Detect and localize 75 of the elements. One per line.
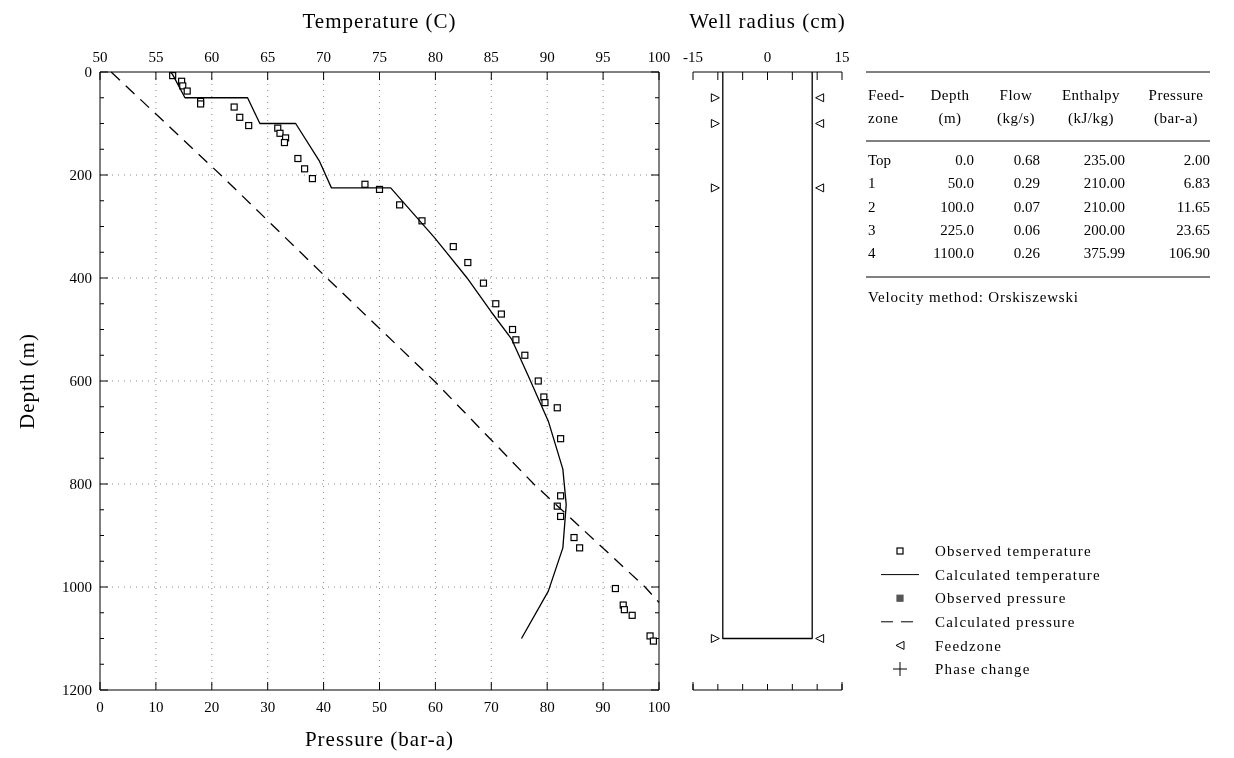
data-label: 100.0	[940, 198, 974, 215]
x2-tick-label: 65	[260, 49, 276, 65]
x-axis-title: Pressure (bar-a)	[304, 727, 455, 751]
x2-tick-label: 95	[595, 49, 611, 65]
x-tick-label: 80	[539, 699, 555, 715]
y-tick-label: 400	[69, 270, 92, 287]
x2-tick-label: 85	[483, 49, 499, 65]
x2-tick-label: 75	[372, 49, 387, 65]
legend-label: Observed temperature	[935, 543, 1092, 560]
y-axis-title: Feed- zone	[868, 87, 905, 126]
x-tick-label: Pressure (bar-a)	[1148, 87, 1204, 127]
legend-label: Observed pressure	[935, 590, 1067, 607]
data-label: 0.06	[1013, 221, 1041, 238]
data-label: 0.0	[955, 152, 974, 168]
data-label: 235.00	[1083, 152, 1125, 168]
y-tick-label: 200	[69, 167, 92, 184]
x-tick-label: 40	[316, 699, 332, 715]
data-label: 210.00	[1083, 175, 1125, 192]
data-label: 1100.0	[933, 245, 974, 262]
y-tick-label: 1	[868, 175, 876, 192]
x-tick-label: 10	[148, 699, 164, 715]
data-label: 2.00	[1183, 152, 1210, 168]
data-label: 50.0	[947, 175, 974, 192]
legend-label: Calculated temperature	[935, 566, 1101, 583]
x-tick-label: 0	[763, 49, 772, 65]
y-tick-label: 4	[868, 245, 876, 262]
x-tick-label: 15	[834, 49, 850, 65]
y-tick-label: 1000	[62, 579, 92, 596]
x-axis-title: Well radius (cm)	[689, 9, 846, 33]
data-label: 225.0	[940, 221, 974, 238]
y-tick-label: 1200	[62, 682, 92, 699]
x-tick-label: Flow (kg/s)	[997, 87, 1035, 127]
data-label: 200.00	[1083, 221, 1125, 238]
text: Velocity method: Orskiszewski	[868, 289, 1079, 305]
x-tick-label: 0	[96, 699, 104, 715]
x-tick-label: 100	[647, 699, 671, 715]
x-tick-label: 70	[483, 699, 499, 715]
data-label: 6.83	[1183, 175, 1210, 192]
point	[815, 634, 825, 643]
point	[815, 93, 825, 103]
x-tick-label: 20	[204, 699, 220, 715]
x-tick-label: 60	[427, 699, 443, 715]
x-tick-label: 30	[260, 699, 276, 715]
data-label: 210.00	[1083, 198, 1125, 215]
data-label: 11.65	[1176, 198, 1210, 215]
data-label: 0.07	[1013, 198, 1041, 215]
y-tick-label: 3	[868, 221, 876, 238]
x-tick-label: 50	[372, 699, 387, 715]
data-label: 0.68	[1013, 152, 1040, 168]
x-tick-label: -15	[683, 49, 703, 65]
x2-axis-title: Temperature (C)	[302, 9, 457, 33]
point	[815, 183, 825, 193]
x-tick-label: 90	[595, 699, 611, 715]
y-tick-label: 2	[868, 198, 876, 215]
point	[710, 93, 720, 103]
data-label: 106.90	[1168, 245, 1210, 262]
y-tick-label: 600	[69, 373, 92, 390]
legend-label: Calculated pressure	[935, 614, 1076, 631]
y-tick-label: 0	[84, 64, 92, 81]
data-label: 375.99	[1083, 245, 1125, 262]
y-tick-label: Top	[868, 152, 892, 168]
legend-label: Feedzone	[935, 637, 1003, 654]
point	[710, 183, 720, 193]
y-tick-label: 800	[69, 476, 92, 493]
x-tick-label: Enthalpy (kJ/kg)	[1061, 87, 1121, 127]
x2-tick-label: 55	[148, 49, 164, 65]
x-tick-label: Depth (m)	[930, 87, 970, 127]
legend-label: Phase change	[935, 661, 1031, 678]
data-label: 0.29	[1013, 175, 1040, 192]
point	[710, 634, 720, 643]
point	[815, 119, 825, 128]
data-label: 0.26	[1013, 245, 1041, 262]
y-axis-title: Depth (m)	[15, 333, 39, 429]
data-label: 23.65	[1176, 221, 1210, 238]
point	[710, 119, 720, 128]
